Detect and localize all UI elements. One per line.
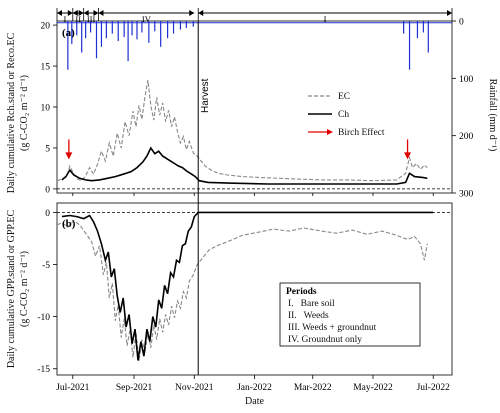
period-arrow-right — [189, 10, 195, 16]
x-tick-label: May-2022 — [353, 383, 393, 393]
period-arrow-right — [67, 10, 73, 16]
panel-a-y2tick-label: 100 — [459, 75, 474, 85]
harvest-annotation: Harvest — [200, 78, 211, 113]
periods-box-item: II. Weeds — [288, 311, 329, 321]
legend-birch-label: Birch Effect — [338, 127, 385, 138]
period-arrow-left — [72, 10, 78, 16]
period-arrow-left — [98, 10, 104, 16]
panel-a-right-ylabel: Rainfall (mm d⁻¹) — [487, 79, 498, 152]
panel-a-label: (a) — [62, 27, 75, 39]
birch-effect-arrowhead — [404, 152, 412, 160]
birch-effect-arrowhead — [65, 152, 73, 160]
period-arrow-right — [78, 10, 84, 16]
period-label: I — [324, 14, 327, 24]
panel-a-y2tick-label: 0 — [459, 18, 464, 28]
panel-b-ytick-label: 0 — [45, 209, 50, 219]
periods-box-item: III. Weeds + groundnut — [288, 323, 377, 333]
period-arrow-left — [83, 10, 89, 16]
panel-a-series-ec — [56, 79, 428, 182]
panel-b-series-ch — [61, 211, 434, 361]
panel-b-label: (b) — [62, 218, 76, 230]
x-tick-label: Nov-2021 — [175, 383, 214, 393]
panel-a-ylabel-units: (g C-CO₂ m⁻² d⁻¹) — [19, 75, 30, 151]
panel-a-ytick-label: 10 — [41, 104, 51, 114]
periods-box-frame — [279, 282, 421, 347]
panel-b-ylabel: Daily cumulative GPP.stand or GPP.EC — [6, 210, 17, 369]
periods-box: Periods I. Bare soil II. Weeds III. Weed… — [279, 282, 421, 347]
periods-box-title: Periods — [286, 287, 317, 297]
periods-box-item: I. Bare soil — [288, 299, 335, 309]
period-arrow-left — [57, 10, 62, 16]
panel-a-ytick-label: 15 — [41, 63, 51, 73]
panel-a-plot — [56, 21, 452, 190]
period-label: IV — [142, 14, 152, 24]
legend: EC Ch Birch Effect — [308, 92, 385, 138]
x-tick-label: Jul-2021 — [56, 383, 90, 393]
panel-b-series-ec — [56, 219, 428, 362]
period-arrow-right — [93, 10, 99, 16]
period-arrow-left — [198, 10, 204, 16]
panel-a-y2tick-label: 200 — [459, 132, 474, 142]
periods-box-item: IV. Groundnut only — [288, 335, 362, 345]
panel-a-ylabel: Daily cumulative Rch.stand or Reco.EC — [6, 32, 17, 193]
panel-b-ylabel-units: (g C-CO₂ m⁻² d⁻¹) — [19, 251, 30, 327]
panel-b-ytick-label: -10 — [37, 313, 50, 323]
panel-a-ytick-label: 20 — [41, 22, 51, 32]
period-label: II — [75, 14, 81, 24]
periods-bar: I II III IV I — [56, 8, 453, 24]
legend-birch-arrowhead — [327, 129, 333, 135]
panel-a-y2tick-label: 300 — [459, 190, 474, 200]
panel-a-ytick-label: 0 — [45, 185, 50, 195]
panel-a-ytick-label: 5 — [45, 144, 50, 154]
x-tick-label: Mar-2022 — [294, 383, 332, 393]
panel-a-series-ch — [61, 146, 428, 185]
period-label: I — [63, 14, 66, 24]
x-tick-label: Jul-2022 — [417, 383, 451, 393]
legend-ec-label: EC — [338, 92, 350, 102]
x-tick-label: Jan-2022 — [237, 383, 272, 393]
legend-ch-label: Ch — [338, 110, 349, 120]
period-label: III — [87, 14, 96, 24]
panel-b-plot — [56, 211, 452, 362]
panel-b-ytick-label: -15 — [37, 365, 50, 375]
panel-a-frame — [56, 20, 453, 194]
panel-b-ytick-label: -5 — [42, 261, 50, 271]
x-axis-title: Date — [245, 396, 264, 407]
x-tick-label: Sep-2021 — [116, 383, 153, 393]
period-arrow-right — [447, 10, 452, 16]
